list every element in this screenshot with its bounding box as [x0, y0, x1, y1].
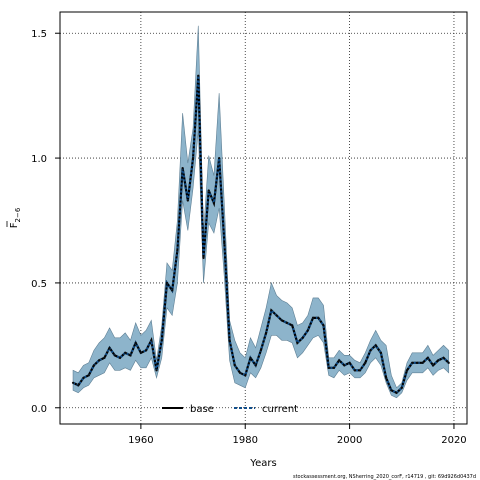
data-point — [228, 339, 231, 342]
x-axis-ticks: 1960 1980 2000 2020 — [128, 424, 467, 446]
data-point — [343, 364, 346, 367]
data-point — [369, 349, 372, 352]
data-point — [374, 344, 377, 347]
data-point — [301, 336, 304, 339]
data-point — [223, 241, 226, 245]
data-point — [275, 314, 278, 317]
data-point — [353, 369, 356, 372]
y-tick-label: 0.5 — [31, 279, 47, 290]
plot-frame — [59, 11, 468, 425]
data-point — [176, 249, 179, 252]
data-point — [212, 201, 216, 205]
data-point — [447, 361, 450, 364]
data-point — [129, 354, 132, 357]
data-point — [202, 256, 205, 260]
data-point — [207, 189, 210, 192]
svg-text:F2−6: F2−6 — [9, 207, 22, 228]
data-point — [108, 346, 111, 349]
data-point — [249, 356, 252, 359]
data-point — [364, 361, 367, 364]
footer-credit: stockassessment.org, NSherring_2020_corF… — [293, 474, 476, 480]
data-point — [395, 391, 398, 394]
data-point — [77, 384, 80, 387]
data-point — [87, 374, 90, 377]
data-point — [285, 321, 289, 324]
data-point — [155, 369, 158, 372]
data-point — [270, 309, 273, 312]
x-tick-label: 2020 — [441, 435, 466, 446]
data-point — [405, 369, 409, 372]
data-point — [165, 281, 169, 285]
data-point — [259, 349, 262, 352]
y-tick-label: 0.0 — [31, 404, 47, 415]
data-point — [411, 361, 414, 364]
series-points — [71, 74, 450, 394]
y-axis-title: F2−6 — [6, 207, 22, 228]
data-point — [400, 386, 403, 389]
data-point — [191, 156, 195, 160]
data-point — [82, 376, 85, 379]
data-point — [238, 371, 242, 374]
data-point — [431, 364, 435, 367]
data-point — [421, 361, 424, 364]
data-point — [338, 359, 341, 362]
y-axis-title-main: F — [9, 222, 20, 228]
data-point — [124, 351, 127, 354]
data-point — [358, 369, 362, 372]
legend: base current — [162, 404, 298, 415]
data-point — [197, 74, 200, 77]
data-point — [171, 289, 174, 292]
data-point — [186, 199, 189, 202]
data-point — [306, 329, 309, 332]
data-point — [442, 356, 445, 359]
data-point — [379, 351, 383, 354]
data-point — [144, 349, 148, 352]
y-tick-label: 1.5 — [31, 29, 47, 40]
x-tick-label: 1960 — [128, 435, 153, 446]
data-point — [150, 339, 153, 342]
data-point — [71, 381, 75, 384]
x-tick-label: 1980 — [233, 435, 258, 446]
x-axis-title: Years — [249, 458, 276, 469]
confidence-band-area — [72, 25, 450, 399]
data-point — [218, 156, 221, 160]
data-point — [348, 361, 351, 364]
data-point — [385, 376, 388, 379]
legend-current-label: current — [262, 404, 298, 415]
x-tick-label: 2000 — [337, 435, 362, 446]
data-point — [426, 356, 429, 359]
data-point — [160, 339, 163, 342]
data-point — [437, 359, 440, 362]
data-point — [134, 341, 137, 344]
y-tick-label: 1.0 — [31, 154, 47, 165]
data-point — [98, 359, 101, 362]
grid — [60, 12, 467, 424]
data-point — [332, 366, 336, 369]
data-point — [244, 374, 247, 377]
data-point — [118, 356, 122, 359]
data-point — [181, 166, 184, 170]
data-point — [311, 316, 315, 319]
data-point — [291, 324, 294, 327]
data-point — [322, 324, 325, 327]
data-point — [327, 366, 330, 369]
data-point — [254, 364, 257, 367]
y-axis-ticks: 0.0 0.5 1.0 1.5 — [31, 29, 60, 415]
legend-base-label: base — [190, 404, 214, 415]
confidence-band — [72, 25, 450, 399]
data-point — [139, 351, 142, 354]
data-point — [280, 319, 283, 322]
data-point — [416, 361, 419, 364]
data-point — [113, 354, 116, 357]
data-point — [296, 341, 299, 344]
data-point — [103, 356, 106, 359]
data-point — [265, 331, 268, 334]
data-point — [233, 364, 236, 367]
data-point — [92, 364, 96, 367]
data-point — [390, 389, 393, 392]
y-axis-title-sub: 2−6 — [14, 207, 22, 222]
data-point — [317, 316, 320, 319]
